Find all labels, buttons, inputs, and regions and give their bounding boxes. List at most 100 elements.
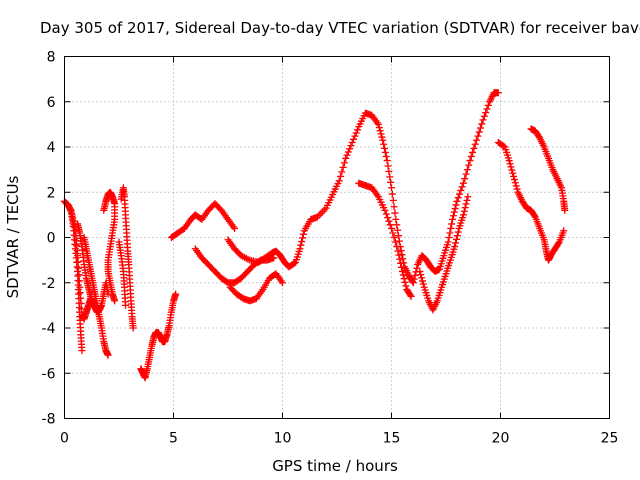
data-point — [342, 154, 350, 162]
data-point — [450, 208, 458, 216]
data-point — [352, 129, 360, 137]
data-point — [390, 203, 398, 211]
data-point — [297, 241, 305, 249]
axis-ticks: 0 5 10 15 20 25 -8 -6 -4 -2 0 2 4 6 8 — [42, 50, 619, 447]
data-point — [505, 157, 513, 165]
data-point — [444, 238, 452, 246]
series-arc-h — [137, 290, 180, 382]
data-point — [463, 166, 471, 174]
data-point — [386, 173, 394, 181]
data-point — [512, 182, 520, 190]
data-point — [453, 232, 461, 240]
series-arc-o — [494, 138, 568, 264]
data-point — [471, 140, 479, 148]
x-tick-label: 5 — [169, 431, 178, 447]
y-tick-label: 0 — [47, 231, 56, 247]
data-point — [394, 232, 402, 240]
data-point — [561, 206, 569, 214]
y-axis-label: SDTVAR / TECUs — [4, 175, 22, 298]
data-point — [452, 201, 460, 209]
data-point — [513, 185, 521, 193]
series-arc-k — [191, 245, 278, 287]
data-point — [470, 144, 478, 152]
series-arc-j — [224, 89, 502, 287]
data-point — [391, 238, 399, 246]
series-arc-l — [226, 270, 286, 305]
data-point — [376, 127, 384, 135]
data-point — [389, 196, 397, 204]
data-point — [411, 272, 419, 280]
data-point — [299, 230, 307, 238]
series-arc-e — [100, 188, 119, 305]
data-point — [418, 274, 426, 282]
data-point — [385, 217, 393, 225]
data-point — [340, 159, 348, 167]
data-point — [560, 227, 568, 235]
data-point — [479, 116, 487, 124]
data-point — [381, 144, 389, 152]
data-point — [122, 301, 130, 309]
data-point — [399, 271, 407, 279]
data-point — [336, 172, 344, 180]
data-point — [531, 212, 539, 220]
data-point — [378, 133, 386, 141]
series-arc-m — [355, 179, 415, 300]
data-point — [395, 251, 403, 259]
data-point — [377, 130, 385, 138]
data-point — [386, 221, 394, 229]
data-point — [346, 145, 354, 153]
data-point — [382, 153, 390, 161]
data-point — [461, 175, 469, 183]
data-point — [476, 124, 484, 132]
series-arc-d — [80, 234, 112, 359]
data-point — [299, 234, 307, 242]
data-point — [74, 264, 82, 272]
data-point — [483, 105, 491, 113]
y-tick-label: -2 — [42, 276, 56, 292]
data-point — [393, 243, 401, 251]
data-point — [353, 126, 361, 134]
data-point — [347, 142, 355, 150]
data-point — [463, 196, 471, 204]
data-point — [388, 224, 395, 232]
data-point — [469, 148, 477, 156]
x-tick-label: 10 — [274, 431, 292, 447]
grid — [64, 56, 610, 419]
data-point — [416, 267, 424, 275]
data-point — [454, 194, 462, 202]
data-point — [478, 120, 486, 128]
data-point — [460, 207, 468, 215]
data-point — [387, 178, 395, 186]
data-point — [410, 275, 418, 283]
series-arc-n — [416, 193, 472, 314]
data-point — [279, 279, 286, 287]
data-point — [382, 210, 390, 218]
data-point — [510, 172, 518, 180]
data-point — [381, 206, 389, 214]
data-point — [453, 197, 461, 205]
data-point — [375, 124, 383, 132]
data-point — [474, 132, 482, 140]
data-point — [418, 277, 426, 285]
y-tick-label: -4 — [42, 321, 56, 337]
data-point — [380, 140, 388, 148]
x-tick-label: 25 — [601, 431, 619, 447]
data-point — [394, 226, 402, 234]
data-point — [510, 176, 518, 184]
data-point — [464, 193, 472, 201]
data-point — [507, 163, 515, 171]
series-arc-i — [167, 200, 239, 241]
data-point — [452, 239, 460, 247]
chart-title: Day 305 of 2017, Sidereal Day-to-day VTE… — [40, 19, 640, 37]
data-point — [409, 279, 417, 287]
data-point — [75, 271, 83, 279]
data-point — [374, 120, 382, 128]
series-arc-f — [115, 238, 130, 309]
data-point — [417, 271, 425, 279]
y-tick-label: -8 — [42, 412, 56, 428]
data-point — [343, 151, 351, 159]
data-point — [111, 297, 119, 305]
data-point — [406, 291, 414, 299]
data-point — [389, 229, 397, 237]
